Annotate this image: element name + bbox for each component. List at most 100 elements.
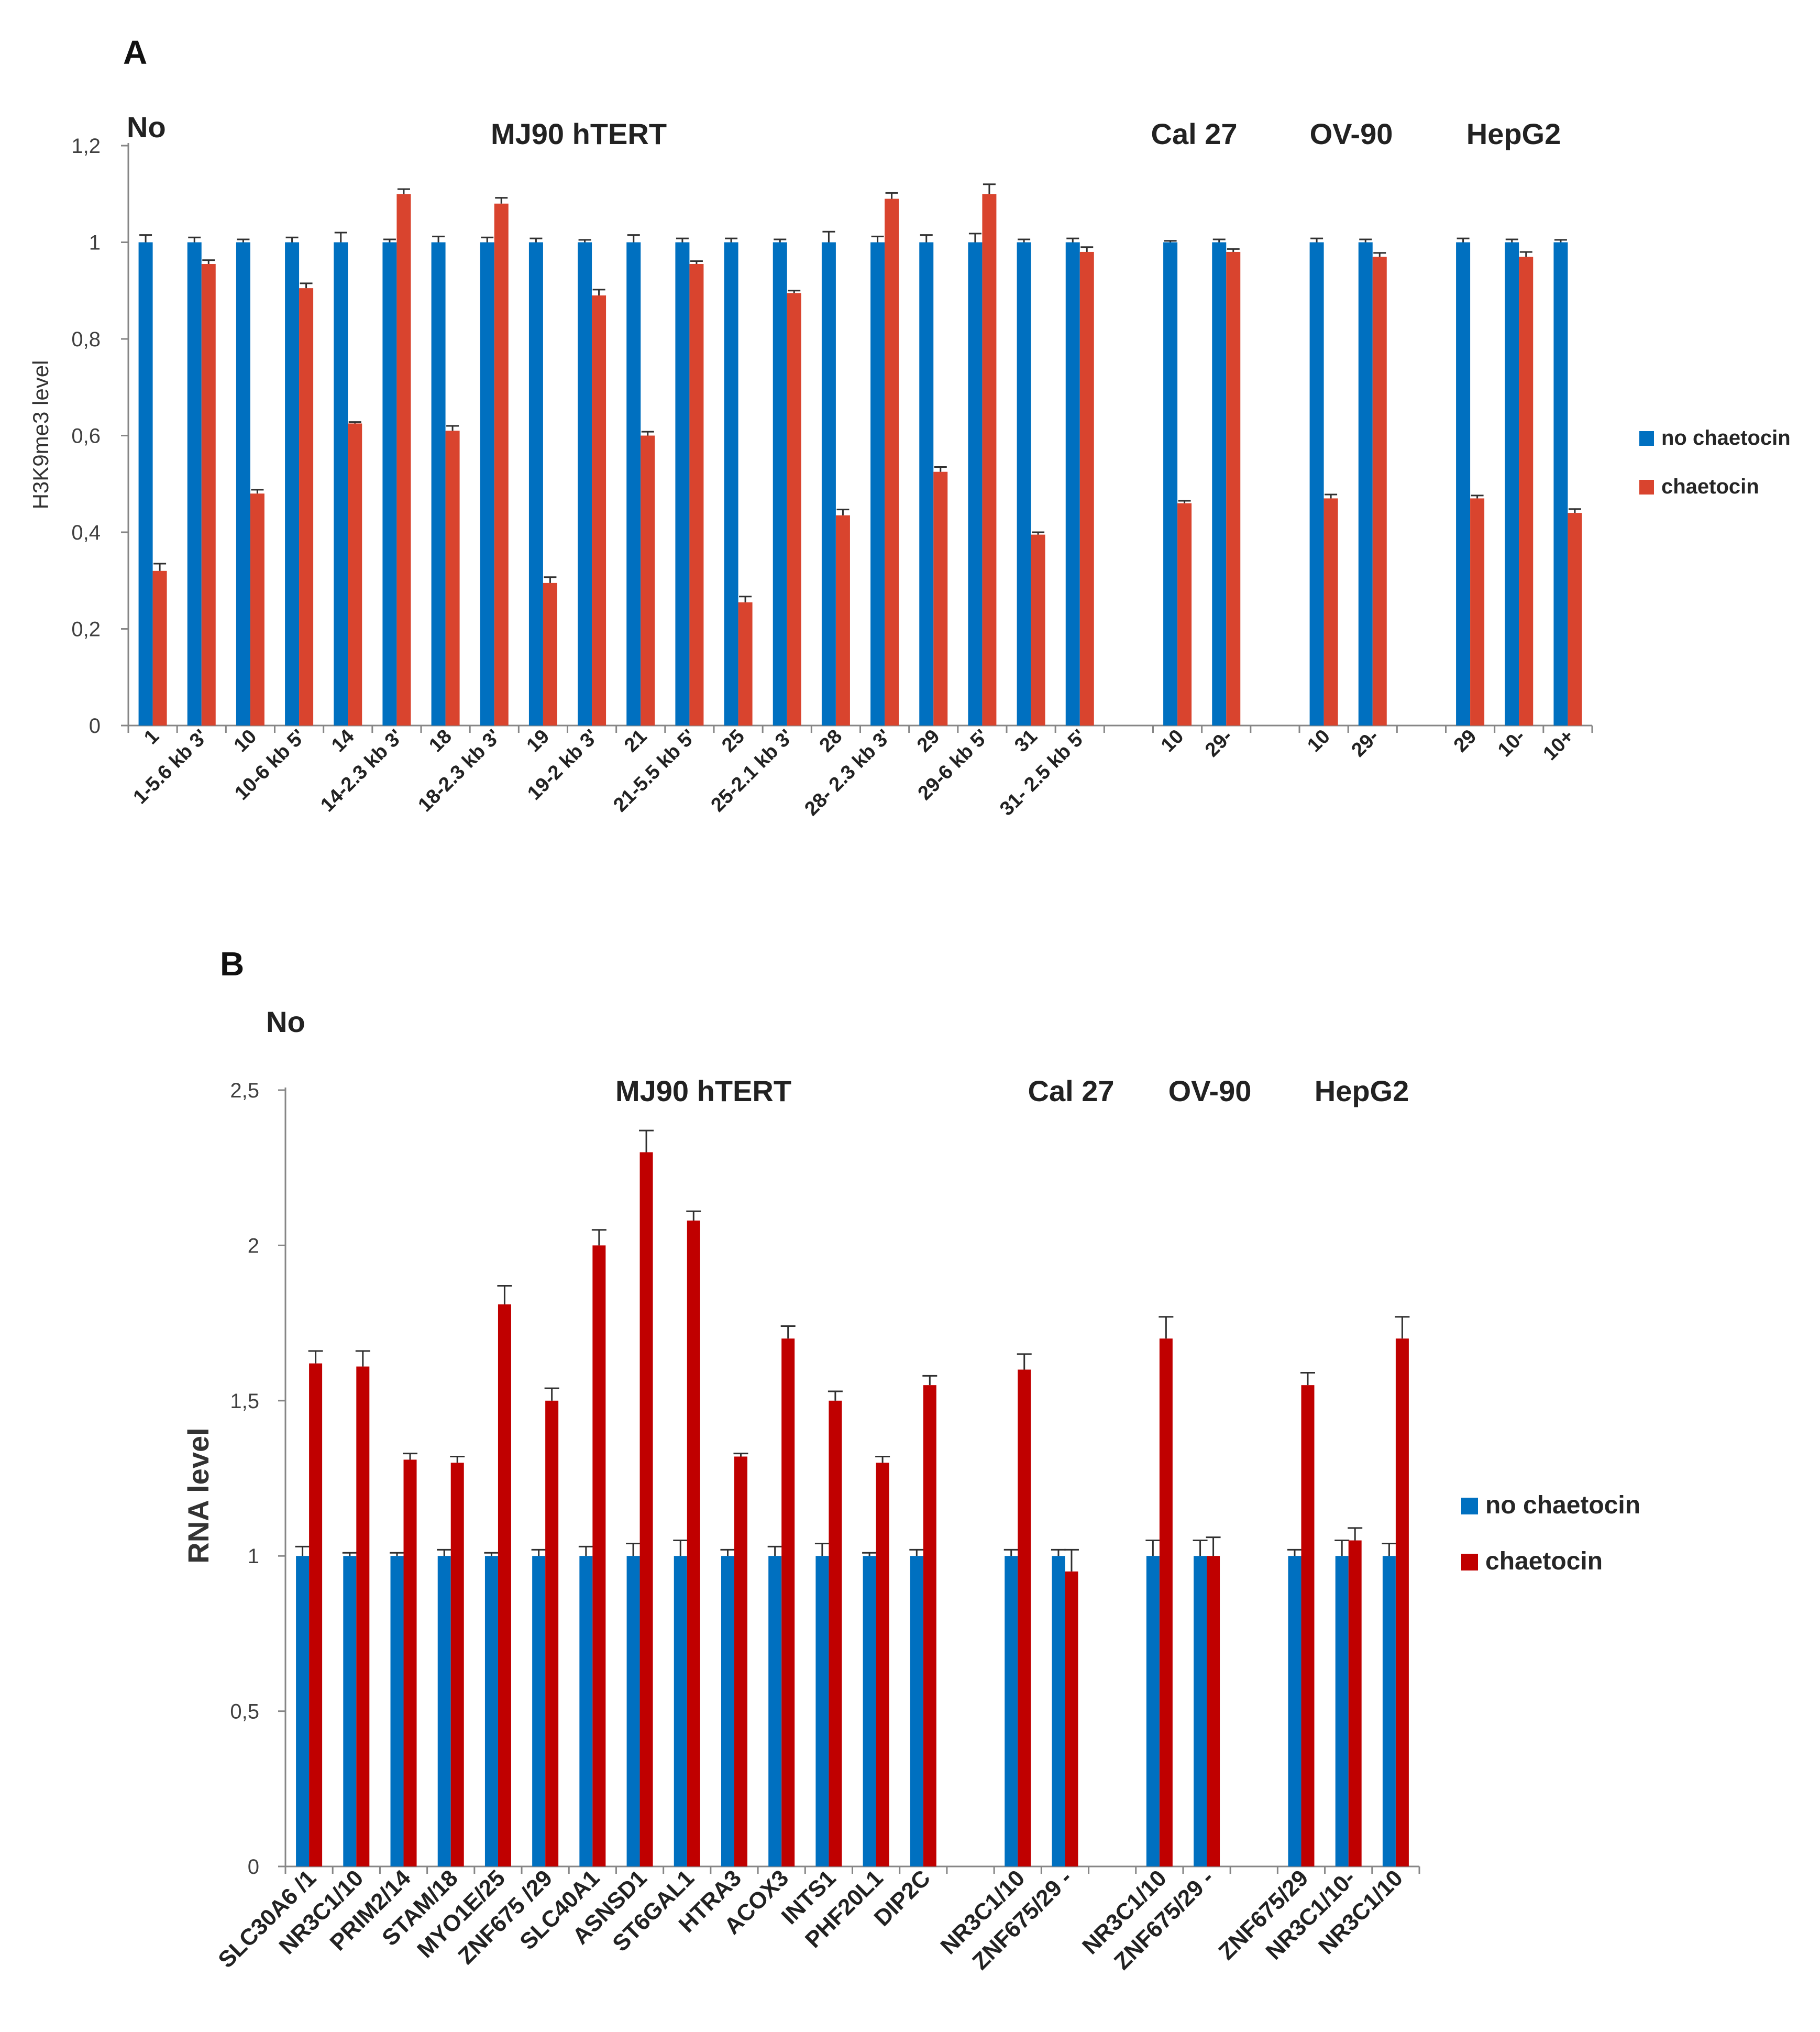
bar-no-chaetocin	[1382, 1556, 1396, 1866]
y-axis-label: H3K9me3 level	[28, 360, 53, 510]
y-tick-label: 1,2	[71, 135, 101, 158]
bar-no-chaetocin	[1146, 1556, 1160, 1866]
bar-no-chaetocin	[626, 1556, 640, 1866]
bar-no-chaetocin	[532, 1556, 546, 1866]
panel-a: A No MJ90 hTERT Cal 27 OV-90 HepG2 H3K9me3 lev…	[28, 34, 1791, 820]
bar-chaetocin	[1519, 257, 1534, 726]
y-tick-label: 1	[248, 1545, 259, 1568]
y-tick-label: 1	[89, 232, 101, 255]
bar-chaetocin	[738, 602, 753, 726]
bar-chaetocin	[348, 423, 362, 726]
y-tick-label: 0,5	[230, 1700, 259, 1723]
legend-label-no-chaetocin: no chaetocin	[1661, 426, 1791, 449]
bar-no-chaetocin	[773, 242, 787, 726]
bar-no-chaetocin	[343, 1556, 357, 1866]
group-title-hepg2: HepG2	[1315, 1074, 1409, 1107]
bar-no-chaetocin	[334, 242, 348, 726]
bar-no-chaetocin	[1163, 242, 1178, 726]
bar-no-chaetocin	[187, 242, 202, 726]
bar-chaetocin	[1301, 1385, 1315, 1866]
bar-chaetocin	[1065, 1571, 1078, 1866]
legend-label-chaetocin: chaetocin	[1485, 1547, 1603, 1575]
bar-no-chaetocin	[138, 242, 153, 726]
bar-chaetocin	[1159, 1338, 1173, 1866]
bar-no-chaetocin	[1553, 242, 1568, 726]
corner-label: No	[266, 1005, 305, 1038]
bar-chaetocin	[1395, 1338, 1409, 1866]
bar-chaetocin	[592, 295, 606, 726]
bar-chaetocin	[1470, 498, 1485, 726]
panel-letter: A	[123, 34, 147, 71]
bar-chaetocin	[885, 199, 899, 726]
bar-no-chaetocin	[968, 242, 983, 726]
bar-chaetocin	[781, 1338, 795, 1866]
bar-no-chaetocin	[1309, 242, 1324, 726]
bar-chaetocin	[201, 264, 216, 726]
bar-no-chaetocin	[285, 242, 300, 726]
bar-chaetocin	[1323, 498, 1338, 726]
bar-no-chaetocin	[579, 1556, 593, 1866]
bar-no-chaetocin	[1335, 1556, 1349, 1866]
bar-chaetocin	[787, 293, 801, 726]
bar-chaetocin	[639, 1152, 653, 1866]
bar-no-chaetocin	[484, 1556, 498, 1866]
y-tick-label: 0	[89, 715, 101, 738]
bar-chaetocin	[498, 1304, 511, 1866]
bar-no-chaetocin	[724, 242, 738, 726]
y-tick-label: 2,5	[230, 1079, 259, 1102]
bar-chaetocin	[1568, 513, 1582, 726]
bar-chaetocin	[152, 570, 167, 726]
bar-chaetocin	[545, 1400, 559, 1866]
bar-chaetocin	[543, 583, 557, 726]
group-title-mj90-htert: MJ90 hTERT	[615, 1074, 791, 1107]
bar-chaetocin	[734, 1456, 747, 1866]
bar-chaetocin	[450, 1463, 464, 1866]
legend-swatch-no-chaetocin	[1639, 431, 1654, 446]
y-tick-label: 0,8	[71, 328, 101, 351]
bar-chaetocin	[1372, 257, 1387, 726]
legend-swatch-chaetocin	[1639, 480, 1654, 495]
bar-no-chaetocin	[675, 242, 690, 726]
y-tick-label: 0,2	[71, 618, 101, 641]
bar-no-chaetocin	[863, 1556, 876, 1866]
group-title-ov-90: OV-90	[1168, 1074, 1252, 1107]
corner-label: No	[127, 111, 166, 144]
bar-no-chaetocin	[919, 242, 934, 726]
bar-chaetocin	[356, 1366, 370, 1866]
bar-chaetocin	[1177, 503, 1192, 726]
bar-chaetocin	[687, 1220, 700, 1866]
bar-chaetocin	[250, 493, 264, 726]
bar-no-chaetocin	[1065, 242, 1080, 726]
bar-no-chaetocin	[626, 242, 641, 726]
y-tick-label: 0,4	[71, 521, 101, 544]
bar-chaetocin	[494, 203, 509, 726]
bar-chaetocin	[933, 471, 948, 726]
bar-chaetocin	[1031, 534, 1045, 726]
legend-label-no-chaetocin: no chaetocin	[1485, 1491, 1640, 1519]
bar-no-chaetocin	[1288, 1556, 1301, 1866]
y-tick-label: 2	[248, 1234, 259, 1257]
group-title-ov-90: OV-90	[1310, 117, 1393, 150]
group-title-cal-27: Cal 27	[1028, 1074, 1115, 1107]
bar-no-chaetocin	[578, 242, 592, 726]
bar-no-chaetocin	[390, 1556, 404, 1866]
bar-no-chaetocin	[1212, 242, 1227, 726]
y-tick-label: 1,5	[230, 1390, 259, 1413]
bar-chaetocin	[835, 515, 850, 726]
bar-chaetocin	[396, 194, 411, 726]
bar-no-chaetocin	[382, 242, 397, 726]
panel-letter: B	[220, 945, 244, 983]
bar-chaetocin	[299, 288, 314, 726]
bar-no-chaetocin	[528, 242, 543, 726]
bar-no-chaetocin	[1017, 242, 1031, 726]
bar-chaetocin	[689, 264, 704, 726]
bar-no-chaetocin	[1456, 242, 1471, 726]
bar-no-chaetocin	[821, 242, 836, 726]
bar-chaetocin	[309, 1363, 323, 1866]
bar-no-chaetocin	[431, 242, 446, 726]
bar-chaetocin	[923, 1385, 936, 1866]
bar-chaetocin	[403, 1459, 417, 1866]
bar-no-chaetocin	[296, 1556, 310, 1866]
group-title-hepg2: HepG2	[1466, 117, 1561, 150]
